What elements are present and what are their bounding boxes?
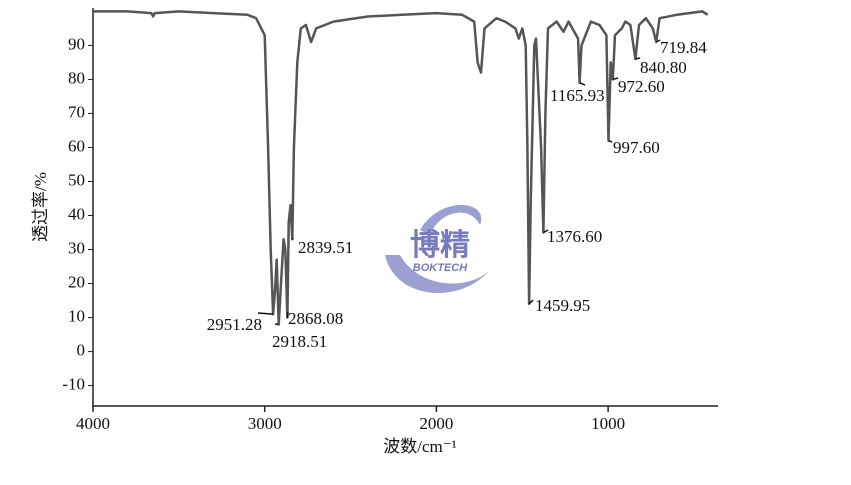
y-axis-label: 透过率/% — [31, 172, 50, 242]
peak-leader — [257, 312, 274, 315]
peak-label: 2839.51 — [298, 238, 353, 257]
peak-label: 2951.28 — [207, 315, 262, 334]
y-tick-label: 40 — [68, 204, 85, 223]
watermark-subtitle: BOKTECH — [413, 262, 468, 274]
peak-label: 1376.60 — [547, 227, 602, 246]
y-tick-label: 70 — [68, 102, 85, 121]
logo-swoosh — [385, 255, 490, 293]
watermark-title: 博精 — [410, 229, 470, 262]
watermark: 博精 BOKTECH — [385, 205, 490, 293]
peak-leader — [655, 39, 661, 43]
x-axis-label: 波数/cm⁻¹ — [383, 437, 457, 456]
peak-label: 2868.08 — [288, 309, 343, 328]
axis-frame — [92, 8, 718, 407]
y-tick-label: 50 — [68, 170, 85, 189]
x-tick-label: 3000 — [248, 414, 282, 433]
peak-leader — [635, 57, 641, 60]
y-tick-label: 80 — [68, 68, 85, 87]
peak-label: 972.60 — [618, 77, 665, 96]
x-tick-label: 4000 — [76, 414, 110, 433]
peak-leader — [543, 229, 549, 234]
peak-label: 840.80 — [640, 58, 687, 77]
y-tick-label: 20 — [68, 272, 85, 291]
peak-leader — [608, 139, 613, 143]
logo-swoosh — [420, 205, 482, 235]
y-tick-label: -10 — [62, 374, 85, 393]
y-tick-label: 30 — [68, 238, 85, 257]
peak-label: 2918.51 — [272, 332, 327, 351]
peak-leader — [286, 311, 289, 318]
y-tick-label: 0 — [77, 340, 86, 359]
y-tick-label: 60 — [68, 136, 85, 155]
y-tick-label: 10 — [68, 306, 85, 325]
spectrum-line — [93, 10, 709, 326]
x-tick-label: 1000 — [591, 414, 625, 433]
x-tick-label: 2000 — [419, 414, 453, 433]
peak-leader — [579, 82, 586, 86]
peak-leader — [528, 299, 534, 305]
peak-label: 719.84 — [660, 38, 707, 57]
y-tick-label: 90 — [68, 34, 85, 53]
peak-label: 1459.95 — [535, 296, 590, 315]
peak-label: 997.60 — [613, 138, 660, 157]
peak-label: 1165.93 — [550, 86, 605, 105]
peak-leader — [612, 77, 619, 81]
peak-leader — [291, 237, 294, 240]
